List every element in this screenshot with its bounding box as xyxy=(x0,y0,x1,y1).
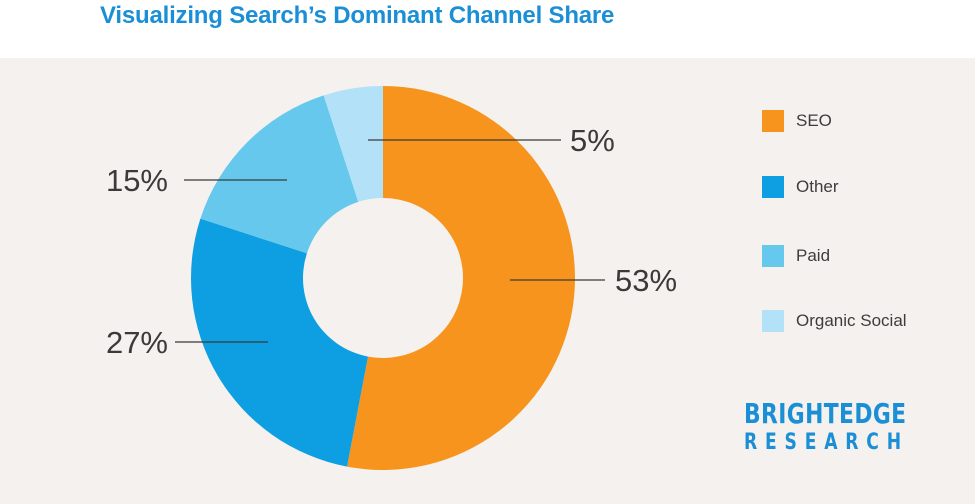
legend-label-paid: Paid xyxy=(796,246,831,265)
data-label-organic-social: 5% xyxy=(570,123,615,158)
legend-label-organic-social: Organic Social xyxy=(796,311,907,330)
data-label-other: 27% xyxy=(106,325,168,360)
logo-wordmark: BRIGHTEDGE xyxy=(744,397,907,430)
legend-swatch-seo xyxy=(762,110,784,132)
logo-subtitle: RESEARCH xyxy=(744,430,909,455)
donut-slice-seo xyxy=(347,86,576,470)
legend-item-organic-social: Organic Social xyxy=(762,308,907,334)
data-label-seo: 53% xyxy=(615,263,677,298)
donut-slice-organic-social xyxy=(323,86,383,202)
legend-label-other: Other xyxy=(796,177,839,196)
donut-slice-other xyxy=(191,218,369,467)
donut-slice-paid xyxy=(200,95,359,254)
legend-swatch-other xyxy=(762,176,784,198)
brightedge-logo: BRIGHTEDGE RESEARCH xyxy=(744,400,955,456)
data-label-paid: 15% xyxy=(106,163,168,198)
legend-item-seo: SEO xyxy=(762,108,832,134)
legend-swatch-organic-social xyxy=(762,310,784,332)
legend-item-paid: Paid xyxy=(762,243,830,269)
legend-swatch-paid xyxy=(762,245,784,267)
legend-item-other: Other xyxy=(762,174,839,200)
chart-title: Visualizing Search’s Dominant Channel Sh… xyxy=(100,2,615,29)
legend-label-seo: SEO xyxy=(796,111,832,130)
